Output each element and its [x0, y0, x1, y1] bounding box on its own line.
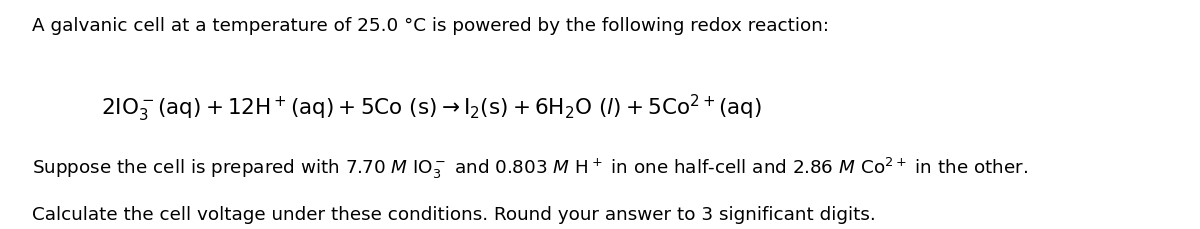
- Text: $\mathregular{2IO_3^-(aq) + 12H^+(aq) + 5Co\ (s) \rightarrow I_2(s) + 6H_2O\ (\m: $\mathregular{2IO_3^-(aq) + 12H^+(aq) + …: [101, 93, 762, 124]
- Text: A galvanic cell at a temperature of 25.0 °C is powered by the following redox re: A galvanic cell at a temperature of 25.0…: [32, 17, 829, 35]
- Text: Calculate the cell voltage under these conditions. Round your answer to 3 signif: Calculate the cell voltage under these c…: [32, 205, 876, 223]
- Text: Suppose the cell is prepared with 7.70 $\mathit{M}$ $\mathregular{IO_3^-}$ and 0: Suppose the cell is prepared with 7.70 $…: [32, 155, 1028, 180]
